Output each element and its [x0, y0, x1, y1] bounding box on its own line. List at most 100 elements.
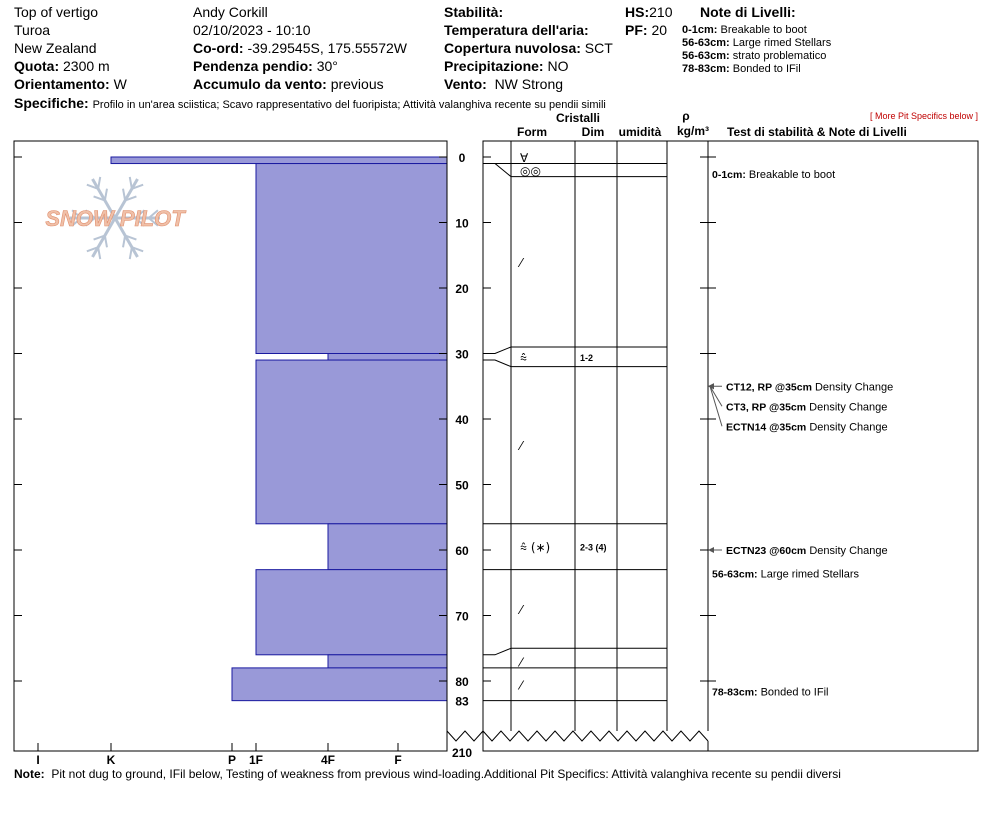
snowflake-branch — [103, 188, 108, 201]
column-headers: Cristalli Form Dim umidità ρkg/m³ Test di sta… — [517, 109, 907, 139]
hardness-frame — [13, 140, 448, 752]
snowflake-branch — [131, 183, 144, 190]
hs-value: 210 — [649, 4, 673, 20]
snowflake-branch — [128, 176, 133, 189]
stability-annotation: ECTN23 @60cm Density Change — [726, 545, 888, 557]
layer-note: 56-63cm: strato problematico — [682, 50, 827, 62]
slope: Pendenza pendio: 30° — [193, 58, 338, 75]
annotation-text: Breakable to boot — [746, 169, 835, 181]
depth-tick-label: 20 — [455, 282, 469, 296]
coord-value: -39.29545S, 175.55572W — [247, 40, 408, 56]
snowpilot-logo: SNOW PILOT — [45, 176, 187, 260]
crystal-form: ⩯ (∗) — [520, 541, 550, 555]
coordinates: Co-ord: -39.29545S, 175.55572W — [193, 40, 407, 57]
layer-connector — [483, 346, 512, 354]
crystal-form: ⁄ — [517, 256, 525, 270]
annotation-text: Density Change — [806, 401, 887, 413]
stability-annotation: CT3, RP @35cm Density Change — [726, 401, 887, 413]
snowflake-branch — [84, 209, 96, 219]
specifics-label: Specifiche: — [14, 95, 89, 111]
column-header-form: Form — [517, 125, 547, 139]
snowflake-arm — [91, 217, 117, 258]
stability-annotation: ECTN14 @35cm Density Change — [726, 421, 888, 433]
stability: Stabilità: — [444, 4, 503, 21]
elevation-value: 2300 m — [63, 58, 110, 74]
hardness-bar — [255, 163, 448, 354]
stability-label: Stabilità: — [444, 4, 504, 20]
depth-tick-label: 83 — [455, 695, 469, 709]
crystal-form: ∀ — [520, 151, 529, 165]
hardness-bar — [255, 569, 448, 656]
stratigraphy-column: ∀◎◎ ⁄ ⩯ 1-2 ⁄ ⩯ (∗) 2-3 (4) ⁄ ⁄ ⁄ — [483, 151, 667, 702]
snowflake-branch — [93, 234, 106, 241]
snowflake-branch — [71, 217, 82, 227]
depth-tick-label: 10 — [455, 217, 469, 231]
snowflake-branch — [131, 246, 144, 253]
slope-label: Pendenza pendio: — [193, 58, 313, 74]
sky-label: Copertura nuvolosa: — [444, 40, 581, 56]
aspect: Orientamento: W — [14, 76, 127, 93]
hardness-bar — [327, 654, 448, 669]
logo-text: SNOW PILOT — [45, 206, 186, 231]
stratigraphy-frame — [482, 140, 979, 752]
crystal-form: ⁄ — [517, 439, 525, 453]
pf-label: PF: — [625, 22, 648, 38]
snowflake-branch — [134, 217, 146, 227]
stability-annotations: 0-1cm: Breakable to boot CT12, RP @35cm D… — [708, 169, 893, 699]
chart-frames — [13, 140, 979, 752]
crystal-form: ⁄ — [517, 603, 525, 617]
snowflake-branch — [148, 209, 159, 219]
depth-break-zigzag — [482, 730, 709, 742]
hardness-tick-label: F — [394, 753, 401, 767]
wind-loading: Accumulo da vento: previous — [193, 76, 384, 93]
test-arrow — [709, 386, 723, 427]
specifics: Specifiche: Profilo in un'area sciistica… — [14, 95, 606, 112]
layer-notes-title: Note di Livelli: — [700, 4, 796, 20]
column-header-tests: Test di stabilità & Note di Livelli — [727, 125, 907, 139]
snowflake-branch — [86, 183, 99, 190]
crystal-form: ◎◎ — [520, 164, 541, 178]
depth-tick-label: 70 — [455, 610, 469, 624]
wind-value: NW Strong — [494, 76, 564, 92]
coord-label: Co-ord: — [193, 40, 244, 56]
annotation-label: CT3, RP @35cm — [726, 401, 806, 413]
snowflake-branch — [134, 209, 146, 219]
note-text: Pit not dug to ground, IFil below, Testi… — [51, 767, 841, 781]
hardness-tick-label: K — [107, 753, 116, 767]
elevation-label: Quota: — [14, 58, 60, 74]
depth-tick-label: 30 — [455, 348, 469, 362]
area: Turoa — [14, 22, 51, 38]
snowflake-arm — [113, 217, 139, 258]
test-arrow — [709, 385, 723, 407]
precip-label: Precipitazione: — [444, 58, 544, 74]
depth-tick-label: 40 — [455, 413, 469, 427]
country: New Zealand — [14, 40, 97, 56]
snowflake-branch — [124, 195, 137, 202]
hs-label: HS: — [625, 4, 650, 20]
annotation-text: Density Change — [812, 381, 893, 393]
snowflake-branch — [97, 176, 102, 189]
layer-note: 0-1cm: Breakable to boot — [682, 24, 807, 36]
column-header-crystals: Cristalli — [556, 111, 600, 125]
more-pit-specifics-link[interactable]: [ More Pit Specifics below ] — [870, 111, 979, 121]
stability-annotation: CT12, RP @35cm Density Change — [726, 381, 893, 393]
snowflake-branch — [86, 246, 99, 253]
precip-value: NO — [547, 58, 569, 74]
depth-axis: 0 10 20 30 40 50 60 70 80 83 210 — [14, 151, 716, 760]
hardness-bar — [327, 353, 448, 361]
note-label: Note: — [14, 767, 45, 781]
stability-annotation: 0-1cm: Breakable to boot — [712, 169, 835, 181]
snowflake-branch — [97, 247, 102, 260]
snowflake-branch — [93, 195, 106, 202]
sky: Copertura nuvolosa: SCT — [444, 40, 613, 57]
datetime: 02/10/2023 - 10:10 — [193, 22, 311, 38]
pf-value: 20 — [651, 22, 668, 38]
crystal-size: 1-2 — [580, 353, 593, 363]
crystal-form: ⩯ — [520, 351, 527, 365]
annotation-label: 0-1cm: — [712, 169, 746, 181]
hardness-tick-label: P — [228, 753, 236, 767]
hardness-bar — [255, 359, 448, 525]
annotation-label: ECTN14 @35cm — [726, 421, 806, 433]
annotation-text: Density Change — [806, 421, 887, 433]
